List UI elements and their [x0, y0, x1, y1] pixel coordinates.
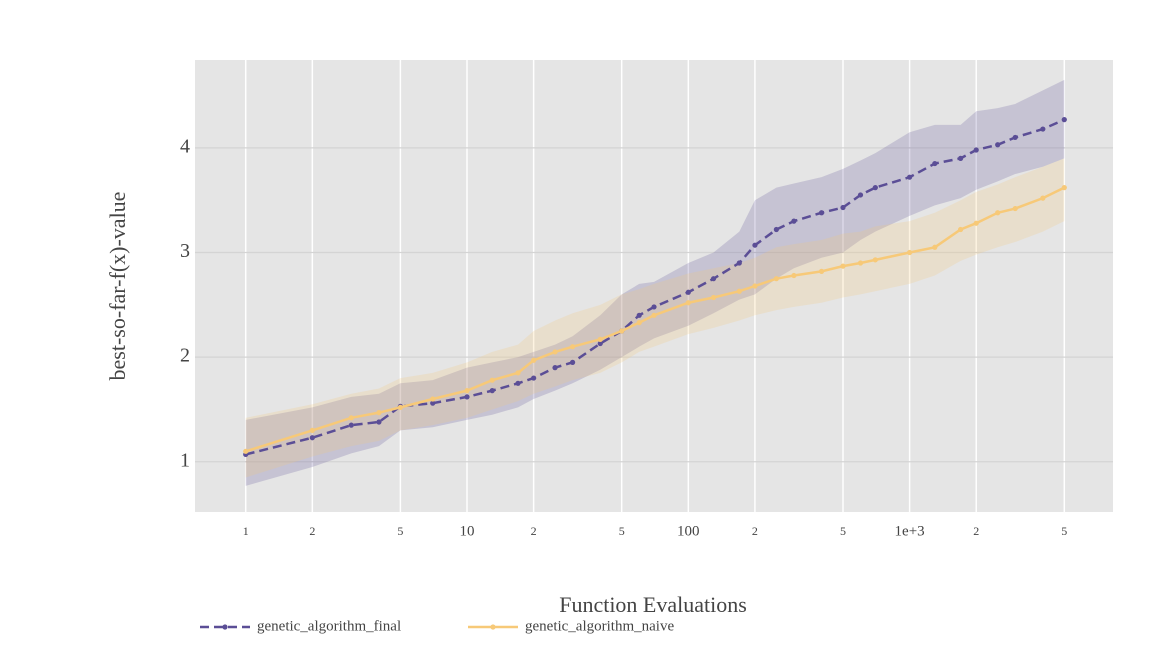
x-axis-title: Function Evaluations [559, 592, 747, 617]
series-marker [791, 218, 797, 224]
series-marker [958, 155, 964, 161]
series-marker [430, 396, 436, 402]
series-marker [636, 312, 642, 318]
series-marker [531, 357, 537, 363]
series-marker [309, 427, 315, 433]
series-marker [1061, 117, 1067, 123]
confidence-band [245, 79, 1065, 486]
series-marker [710, 294, 717, 301]
series-marker [651, 304, 657, 310]
series-marker [736, 260, 742, 266]
series-marker [973, 220, 979, 226]
series-marker [752, 283, 758, 289]
series-marker [531, 375, 537, 381]
y-tick-label: 1 [180, 449, 190, 471]
series-marker [958, 226, 964, 233]
series-marker [685, 300, 691, 306]
legend-marker [222, 624, 228, 630]
series-marker [857, 192, 864, 198]
series-marker [515, 380, 521, 386]
legend-label: genetic_algorithm_naive [525, 618, 674, 634]
series-marker [309, 435, 315, 441]
x-tick-label: 1 [243, 524, 249, 538]
series-marker [840, 204, 846, 211]
series-marker [552, 365, 558, 371]
series-marker [651, 312, 657, 318]
series-marker [1061, 185, 1067, 191]
series-marker [995, 142, 1001, 148]
series-marker [752, 242, 758, 248]
series-marker [1040, 195, 1046, 201]
series-marker [773, 226, 779, 233]
series-marker [973, 147, 979, 153]
series-marker [569, 344, 576, 350]
x-tick-label: 5 [840, 524, 846, 538]
x-tick-label: 5 [397, 524, 403, 538]
series-marker [430, 400, 436, 406]
x-tick-label: 100 [677, 523, 700, 539]
series-marker [932, 160, 938, 167]
series-marker [932, 244, 938, 250]
legend-marker [490, 624, 496, 630]
x-tick-label: 2 [309, 524, 315, 538]
x-tick-label: 10 [460, 523, 475, 539]
series-marker [464, 388, 470, 394]
series-marker [348, 415, 354, 421]
x-tick-label: 2 [531, 524, 537, 538]
y-tick-label: 4 [180, 135, 190, 157]
series-marker [1012, 134, 1018, 141]
x-tick-label: 2 [752, 524, 758, 538]
x-tick-label: 2 [973, 524, 979, 538]
series-marker [818, 210, 825, 216]
series-marker [636, 320, 642, 326]
series-marker [710, 276, 717, 282]
series-marker [597, 340, 603, 347]
series-marker [736, 288, 742, 294]
series-marker [569, 359, 576, 365]
series-marker [773, 276, 779, 282]
series-marker [489, 377, 495, 383]
series-marker [243, 448, 249, 454]
x-tick-label: 5 [1061, 524, 1067, 538]
confidence-band [245, 158, 1065, 478]
series-marker [619, 328, 625, 334]
plot-background [195, 60, 1113, 512]
x-tick-label: 5 [619, 524, 625, 538]
series-marker [348, 422, 354, 428]
x-tick-label: 1e+3 [895, 523, 925, 539]
series-marker [464, 394, 470, 400]
series-line [245, 118, 1065, 456]
series-marker [515, 370, 521, 376]
series-marker [685, 289, 691, 295]
series-marker [597, 336, 603, 342]
series-line [245, 186, 1065, 453]
series-marker [376, 410, 382, 416]
series-marker [791, 272, 797, 279]
y-tick-label: 3 [180, 240, 190, 262]
series-marker [1012, 205, 1018, 212]
series-marker [1040, 126, 1046, 132]
series-marker [376, 419, 382, 425]
series-marker [907, 249, 913, 256]
series-marker [840, 263, 846, 269]
series-marker [397, 404, 403, 410]
series-marker [995, 210, 1001, 216]
series-marker [818, 268, 825, 274]
y-axis-title: best-so-far-f(x)-value [105, 192, 130, 381]
series-marker [872, 257, 878, 263]
series-marker [489, 388, 495, 394]
y-tick-label: 2 [180, 345, 190, 367]
series-marker [872, 185, 878, 191]
series-marker [857, 260, 864, 266]
series-marker [552, 349, 558, 355]
legend-label: genetic_algorithm_final [257, 618, 401, 634]
series-marker [907, 174, 913, 180]
